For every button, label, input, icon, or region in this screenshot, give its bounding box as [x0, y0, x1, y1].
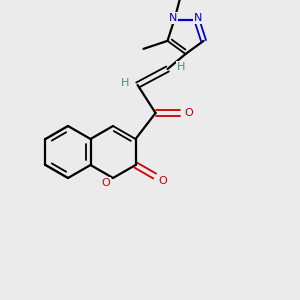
Text: H: H: [177, 62, 186, 72]
Text: O: O: [184, 108, 193, 118]
Text: O: O: [102, 178, 110, 188]
Text: H: H: [122, 78, 130, 88]
Text: N: N: [194, 13, 202, 22]
Text: N: N: [169, 13, 178, 22]
Text: O: O: [158, 176, 167, 185]
